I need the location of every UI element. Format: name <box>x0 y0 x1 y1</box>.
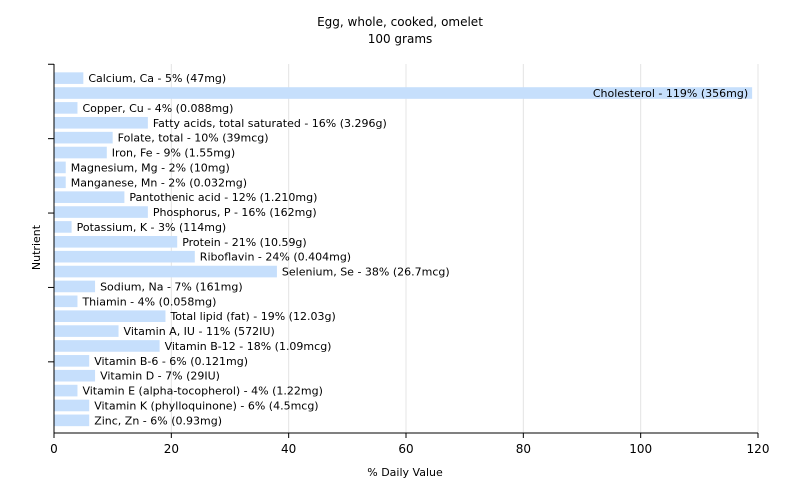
bar-label: Cholesterol - 119% (356mg) <box>593 87 748 100</box>
bar-label: Total lipid (fat) - 19% (12.03g) <box>169 310 335 323</box>
bar <box>54 176 66 189</box>
bar-label: Vitamin B-6 - 6% (0.121mg) <box>94 355 248 368</box>
bar-label: Vitamin K (phylloquinone) - 6% (4.5mcg) <box>94 399 318 412</box>
bar <box>54 325 119 337</box>
bar-label: Vitamin D - 7% (29IU) <box>100 370 220 383</box>
bar-label: Selenium, Se - 38% (26.7mcg) <box>282 266 450 279</box>
bar <box>54 295 78 308</box>
x-tick-label: 0 <box>50 442 58 456</box>
bar <box>54 131 113 144</box>
bar-label: Folate, total - 10% (39mcg) <box>118 132 269 145</box>
bar <box>54 116 148 129</box>
bar <box>54 250 195 263</box>
bar <box>54 355 90 367</box>
bar <box>54 384 78 397</box>
bar-label: Iron, Fe - 9% (1.55mg) <box>112 147 235 160</box>
x-tick-label: 40 <box>281 442 296 456</box>
bar <box>54 161 66 174</box>
bar-label: Potassium, K - 3% (114mg) <box>77 221 227 234</box>
bar <box>54 236 178 248</box>
bar-label: Thiamin - 4% (0.058mg) <box>81 295 216 308</box>
bar <box>54 310 166 323</box>
bar-label: Vitamin A, IU - 11% (572IU) <box>124 325 275 338</box>
bar-label: Manganese, Mn - 2% (0.032mg) <box>71 176 247 189</box>
bar-label: Copper, Cu - 4% (0.088mg) <box>82 102 233 115</box>
bar-label: Protein - 21% (10.59g) <box>182 236 307 249</box>
bar-label: Phosphorus, P - 16% (162mg) <box>153 206 317 219</box>
x-tick-label: 20 <box>164 442 179 456</box>
bar-label: Magnesium, Mg - 2% (10mg) <box>71 161 230 174</box>
bar-label: Vitamin B-12 - 18% (1.09mcg) <box>165 340 332 353</box>
bar <box>54 221 72 233</box>
bar <box>54 206 148 218</box>
x-tick-label: 100 <box>629 442 652 456</box>
bar <box>54 87 753 99</box>
x-tick-label: 80 <box>516 442 531 456</box>
bar-label: Sodium, Na - 7% (161mg) <box>100 280 243 293</box>
x-tick-label: 120 <box>747 442 770 456</box>
bar-label: Riboflavin - 24% (0.404mg) <box>200 251 351 264</box>
bar <box>54 72 84 84</box>
bar <box>54 265 277 278</box>
bar-label: Fatty acids, total saturated - 16% (3.29… <box>153 117 387 130</box>
chart-subtitle: 100 grams <box>367 32 433 46</box>
bar <box>54 102 78 114</box>
bar-label: Vitamin E (alpha-tocopherol) - 4% (1.22m… <box>82 385 322 398</box>
y-axis-label: Nutrient <box>30 224 44 271</box>
bar <box>54 191 125 203</box>
bar <box>54 280 96 293</box>
bar <box>54 146 107 159</box>
chart-title: Egg, whole, cooked, omelet <box>317 15 483 29</box>
x-tick-label: 60 <box>398 442 413 456</box>
x-axis-label: % Daily Value <box>367 466 443 479</box>
bar <box>54 414 90 427</box>
bar-label: Calcium, Ca - 5% (47mg) <box>88 72 226 85</box>
bar <box>54 369 96 382</box>
bar-label: Pantothenic acid - 12% (1.210mg) <box>129 191 317 204</box>
bar <box>54 399 90 412</box>
bar <box>54 340 160 352</box>
bar-label: Zinc, Zn - 6% (0.93mg) <box>94 414 222 427</box>
